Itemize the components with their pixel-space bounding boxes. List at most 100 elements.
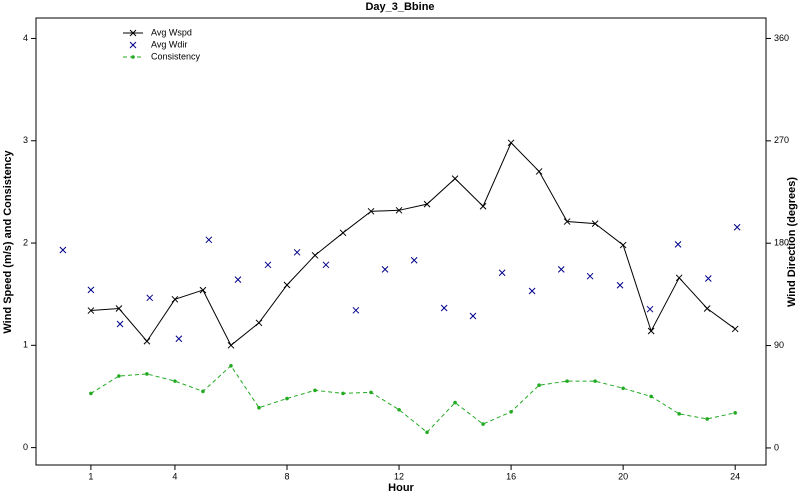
- marker: [201, 389, 205, 394]
- x-tick-label: 1: [88, 471, 93, 481]
- marker: [285, 396, 289, 401]
- y2-tick-label: 270: [774, 135, 789, 145]
- marker: [397, 407, 401, 412]
- marker: [227, 341, 235, 349]
- x-tick-label: 8: [284, 471, 289, 481]
- marker: [311, 251, 319, 259]
- marker: [255, 319, 263, 327]
- y2-axis-label: Wind Direction (degrees): [786, 177, 798, 307]
- marker: [733, 223, 741, 231]
- marker: [731, 325, 739, 333]
- marker: [257, 405, 261, 410]
- marker: [146, 294, 154, 302]
- x-tick-label: 24: [730, 471, 740, 481]
- marker: [89, 391, 93, 396]
- legend-label: Consistency: [151, 51, 201, 61]
- marker: [59, 246, 67, 254]
- marker: [116, 320, 124, 328]
- marker: [234, 276, 242, 283]
- x-axis-label: Hour: [388, 482, 414, 494]
- y2-tick-label: 0: [774, 442, 779, 452]
- marker: [451, 175, 459, 182]
- marker: [115, 305, 123, 312]
- marker: [705, 417, 709, 421]
- series-line: [90, 365, 736, 433]
- plot-frame: [35, 17, 767, 466]
- marker: [535, 168, 543, 175]
- marker: [322, 261, 330, 269]
- marker: [704, 275, 712, 282]
- marker: [175, 335, 183, 343]
- marker: [674, 240, 682, 248]
- legend-marker: [129, 41, 137, 49]
- marker: [352, 306, 360, 314]
- marker: [616, 281, 624, 289]
- marker: [537, 383, 541, 388]
- marker: [703, 305, 711, 312]
- marker: [479, 202, 487, 210]
- marker: [395, 206, 403, 214]
- y2-tick-label: 180: [774, 238, 789, 248]
- marker: [173, 379, 177, 383]
- marker: [229, 363, 233, 368]
- marker: [369, 390, 373, 395]
- marker: [733, 411, 737, 415]
- series-line: [90, 141, 736, 347]
- marker: [509, 410, 513, 414]
- y2-tick-label: 360: [774, 33, 789, 43]
- marker: [341, 391, 345, 396]
- marker: [675, 274, 683, 282]
- marker: [528, 287, 536, 295]
- marker: [199, 286, 207, 294]
- marker: [507, 139, 515, 147]
- legend-label: Avg Wdir: [151, 39, 187, 49]
- marker: [563, 218, 571, 225]
- y-tick-label: 4: [23, 33, 28, 43]
- marker: [87, 307, 95, 314]
- marker: [646, 305, 654, 313]
- marker: [171, 295, 179, 303]
- marker: [591, 220, 599, 227]
- marker: [410, 256, 418, 264]
- marker: [469, 312, 477, 320]
- marker: [619, 241, 627, 249]
- legend-marker: [131, 55, 135, 59]
- legend-marker: [129, 29, 137, 37]
- y-tick-label: 3: [23, 135, 28, 145]
- marker: [481, 422, 485, 426]
- chart-title: Day_3_Bbine: [365, 1, 434, 13]
- marker: [117, 374, 121, 378]
- marker: [586, 272, 594, 280]
- marker: [565, 379, 569, 383]
- x-tick-label: 16: [506, 471, 516, 481]
- marker: [283, 281, 291, 289]
- marker: [367, 207, 375, 215]
- marker: [145, 372, 149, 376]
- marker: [440, 304, 448, 312]
- marker: [423, 200, 431, 208]
- y-axis-label: Wind Speed (m/s) and Consistency: [2, 149, 14, 333]
- x-tick-label: 20: [618, 471, 628, 481]
- marker: [593, 379, 597, 383]
- marker: [557, 266, 565, 273]
- marker: [498, 269, 506, 277]
- marker: [453, 400, 457, 405]
- y-tick-label: 2: [23, 237, 28, 247]
- marker: [649, 394, 653, 399]
- marker: [293, 248, 301, 256]
- legend-label: Avg Wspd: [151, 27, 192, 37]
- marker: [264, 261, 272, 269]
- marker: [381, 266, 389, 273]
- marker: [677, 412, 681, 416]
- x-tick-label: 12: [394, 471, 404, 481]
- marker: [313, 388, 317, 393]
- marker: [205, 236, 213, 244]
- y2-tick-label: 90: [774, 340, 784, 350]
- y-tick-label: 0: [23, 442, 28, 452]
- marker: [425, 430, 429, 435]
- marker: [647, 327, 655, 335]
- marker: [621, 386, 625, 391]
- marker: [339, 229, 347, 237]
- marker: [143, 337, 151, 345]
